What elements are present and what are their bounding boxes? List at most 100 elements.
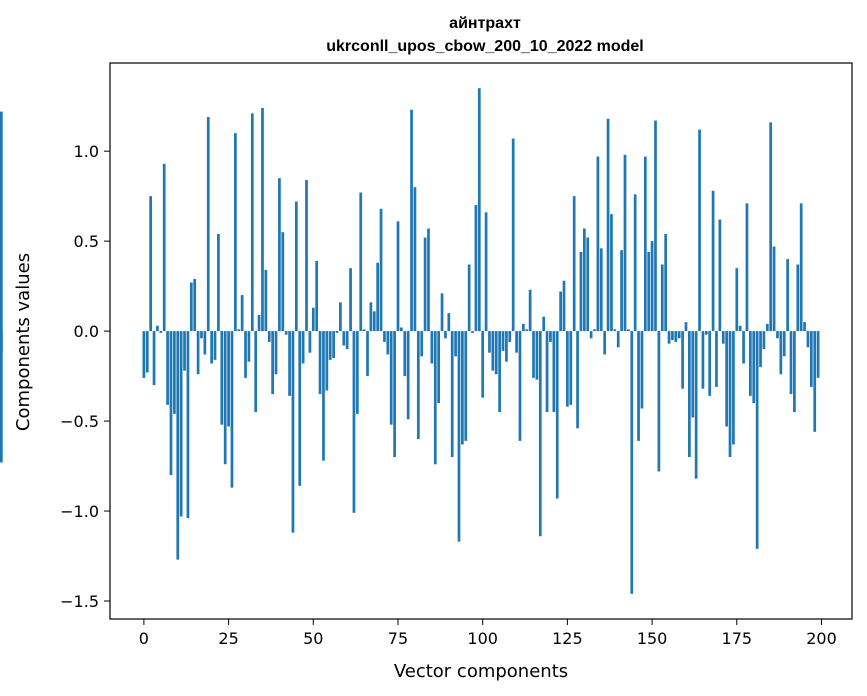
bar [376,262,380,332]
bar [454,331,457,357]
bar [240,295,244,332]
bar [366,331,369,377]
bar [549,331,552,342]
bar [501,331,505,351]
bar [393,331,396,458]
bar [339,302,342,332]
bar [379,208,383,332]
bar [569,331,573,405]
bar [813,331,817,432]
bar [291,331,295,533]
bar [328,331,332,360]
bar [721,331,725,344]
bar [691,331,695,418]
bar [301,331,305,364]
bar [552,331,556,413]
bar [247,331,251,362]
bar [606,118,610,332]
bar [481,331,485,398]
bar [610,214,613,332]
bar [793,331,796,413]
bar [681,331,684,389]
bar [755,331,759,549]
bar [403,331,407,377]
bar [352,331,356,513]
bar [593,329,596,332]
bar [589,331,593,339]
bar [213,331,217,360]
bar [461,331,464,445]
bar [477,88,481,332]
bar [254,331,258,413]
bar [566,331,569,407]
bar [809,331,813,387]
bar [389,331,393,425]
bar [369,302,373,332]
bar [237,329,241,332]
bar [647,251,651,332]
bar [576,331,579,429]
bar [796,264,800,332]
bar [416,331,420,440]
bar [637,331,640,441]
bar [305,179,308,332]
chart-title: айнтрахт [449,15,521,32]
bar [145,331,149,373]
bar [169,331,173,476]
bar [776,331,779,339]
bar [640,331,644,409]
bar [806,331,810,348]
bar [657,331,661,472]
bar [732,331,735,445]
bar [488,331,491,353]
bar [345,331,349,350]
bar [179,331,183,517]
bar [616,331,620,348]
bar [433,331,437,465]
bar [522,323,525,332]
bar [769,122,773,332]
bar [335,331,339,333]
bar [789,331,793,395]
bar [816,331,820,378]
bar [162,163,166,332]
bar [633,194,637,332]
bar [183,331,186,371]
x-tick-label: 100 [467,629,498,648]
bar [494,331,498,375]
bar [217,233,220,332]
bar [423,237,427,332]
bar [742,331,745,364]
bar [623,154,627,332]
bar [383,331,386,342]
bar [630,331,634,594]
bar [173,331,176,414]
bar [264,269,268,332]
y-tick-label: −1.0 [60,502,99,521]
y-tick-label: −1.5 [60,592,99,611]
x-tick-label: 75 [388,629,408,648]
bar [708,331,712,396]
x-tick-label: 150 [637,629,668,648]
bar [315,260,319,332]
bar [332,331,335,359]
bar [349,268,352,332]
y-tick-label: 1.0 [74,142,99,161]
bar [525,329,529,332]
x-tick-label: 0 [139,629,149,648]
bar [782,331,786,357]
bar [430,331,434,364]
x-tick-label: 25 [218,629,238,648]
bar [274,331,278,375]
bar [491,331,495,371]
bar [650,241,654,332]
bar [718,219,722,332]
x-tick-label: 175 [722,629,753,648]
bar [447,313,451,332]
bar [294,201,298,332]
bar [684,322,688,332]
bar [596,156,600,332]
bar [538,331,542,537]
bar [582,228,586,332]
bar [728,331,732,458]
